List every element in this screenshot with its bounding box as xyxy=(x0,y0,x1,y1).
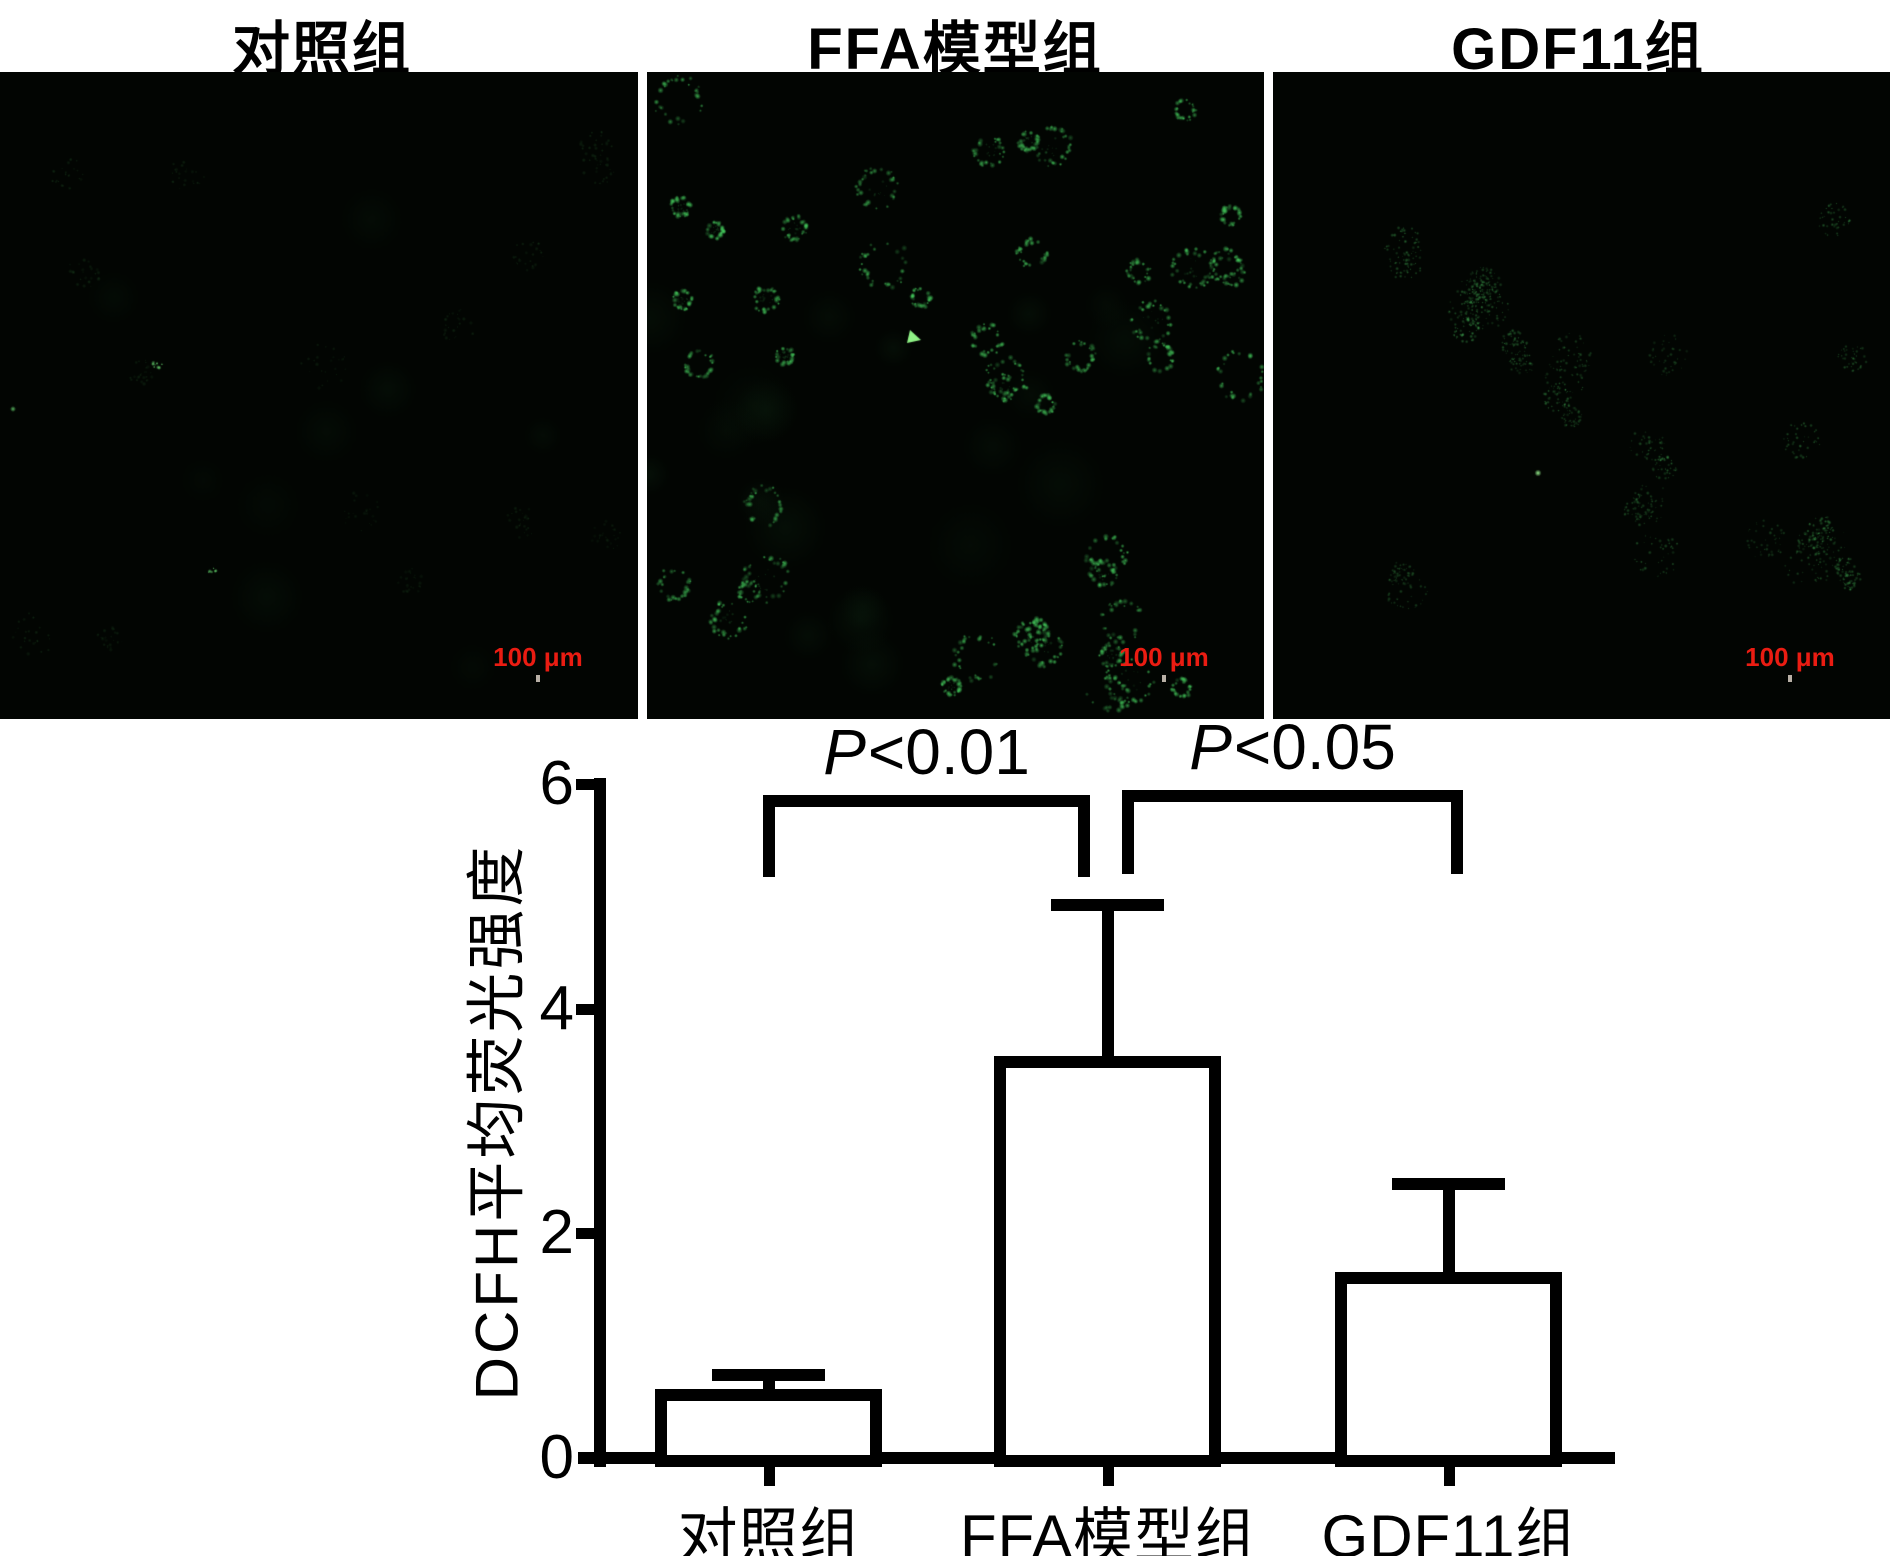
sig-bracket-leg xyxy=(1122,790,1134,874)
micrograph-panel-ffa-model: 100 μm xyxy=(647,72,1264,719)
error-bar-cap xyxy=(1392,1177,1505,1190)
y-tick-label: 4 xyxy=(539,973,574,1043)
error-bar-stem xyxy=(1102,905,1114,1072)
y-tick xyxy=(576,779,594,791)
micrograph-panel-control: 100 μm xyxy=(0,72,638,719)
y-tick-label: 2 xyxy=(539,1198,574,1268)
y-tick-label: 6 xyxy=(539,749,574,819)
fluorescence-image xyxy=(0,72,638,719)
y-tick xyxy=(576,1003,594,1015)
panel-title-control: 对照组 xyxy=(231,17,413,82)
sig-bracket-bar xyxy=(1122,790,1463,802)
panel-title-gdf11: GDF11组 xyxy=(1451,17,1705,82)
y-axis-label: DCFH平均荧光强度 xyxy=(463,843,531,1401)
x-tick xyxy=(764,1464,775,1486)
bar-2 xyxy=(1335,1271,1562,1467)
x-tick-label-2: GDF11组 xyxy=(1321,1503,1577,1556)
scale-bar-label: 100 μm xyxy=(1745,642,1835,672)
scale-bar: 100 μm xyxy=(458,642,618,682)
sig-label-0: P<0.01 xyxy=(823,716,1030,788)
scale-bar: 100 μm xyxy=(1084,642,1244,682)
bar-0 xyxy=(655,1389,882,1467)
error-bar-stem xyxy=(1443,1183,1455,1288)
sig-bracket-bar xyxy=(763,795,1090,807)
bar-1 xyxy=(994,1055,1221,1467)
scale-bar-label: 100 μm xyxy=(1119,642,1209,672)
fluorescence-image xyxy=(1273,72,1890,719)
x-tick xyxy=(1103,1464,1114,1486)
x-tick xyxy=(1444,1464,1455,1486)
y-tick xyxy=(576,1228,594,1240)
y-axis-line xyxy=(594,778,606,1467)
sig-label-1: P<0.05 xyxy=(1189,711,1396,783)
scale-bar: 100 μm xyxy=(1710,642,1870,682)
x-tick-label-0: 对照组 xyxy=(677,1503,861,1556)
panel-title-ffa-model: FFA模型组 xyxy=(807,17,1103,82)
error-bar-cap xyxy=(712,1368,825,1381)
micrograph-panel-gdf11: 100 μm xyxy=(1273,72,1890,719)
sig-bracket-leg xyxy=(1078,795,1090,877)
sig-bracket-leg xyxy=(1451,790,1463,874)
x-tick-label-1: FFA模型组 xyxy=(959,1503,1257,1556)
scale-bar-label: 100 μm xyxy=(493,642,583,672)
y-tick-label: 0 xyxy=(539,1423,574,1492)
sig-bracket-leg xyxy=(763,795,775,877)
error-bar-cap xyxy=(1051,899,1164,912)
fluorescence-image xyxy=(647,72,1264,719)
